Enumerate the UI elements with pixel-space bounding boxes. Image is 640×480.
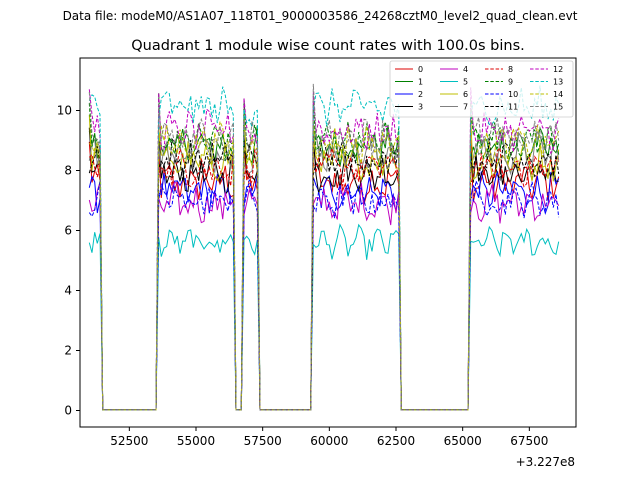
legend-label-0: 0	[418, 65, 423, 74]
legend-label-14: 14	[553, 90, 563, 99]
y-tick-label-4: 8	[64, 164, 72, 178]
legend-label-3: 3	[418, 103, 423, 112]
legend-label-4: 4	[463, 65, 468, 74]
plot-frame	[79, 57, 577, 428]
x-offset-label: +3.227e8	[516, 455, 575, 469]
y-tick-label-1: 2	[64, 344, 72, 358]
legend-label-1: 1	[418, 78, 423, 87]
series-15-line	[88, 83, 560, 411]
series-2-line	[88, 171, 560, 411]
chart-title: Quadrant 1 module wise count rates with …	[131, 38, 525, 54]
series-8-line	[88, 146, 560, 411]
x-tick-label-0: 52500	[110, 434, 148, 448]
x-tick-label-1: 55000	[177, 434, 215, 448]
x-tick-label-2: 57500	[244, 434, 282, 448]
y-tick-label-2: 4	[64, 284, 72, 298]
series-3-line	[88, 125, 559, 411]
legend-label-8: 8	[508, 65, 513, 74]
legend-label-12: 12	[553, 65, 563, 74]
legend-label-10: 10	[508, 90, 518, 99]
series-14-line	[88, 119, 560, 411]
plot-series	[88, 83, 560, 411]
series-4-line	[88, 181, 560, 411]
legend-label-6: 6	[463, 90, 468, 99]
legend-label-11: 11	[508, 103, 518, 112]
y-tick-label-3: 6	[64, 224, 72, 238]
series-12-line	[88, 87, 560, 411]
y-tick-label-0: 0	[64, 404, 72, 418]
legend-label-2: 2	[418, 90, 423, 99]
legend-label-7: 7	[463, 103, 468, 112]
series-11-line	[88, 137, 560, 411]
x-tick-label-4: 62500	[377, 434, 415, 448]
series-7-line	[88, 130, 560, 411]
y-tick-label-5: 10	[57, 104, 72, 118]
x-tick-label-3: 60000	[310, 434, 348, 448]
legend-label-5: 5	[463, 78, 468, 87]
legend-label-13: 13	[553, 78, 563, 87]
series-5-line	[88, 223, 560, 411]
chart-suptitle: Data file: modeM0/AS1A07_118T01_90000035…	[63, 9, 578, 23]
legend-label-9: 9	[508, 78, 513, 87]
x-tick-label-5: 65000	[444, 434, 482, 448]
y-axis: 0 2 4 6 8 10	[57, 104, 80, 418]
x-tick-label-6: 67500	[510, 434, 548, 448]
legend-label-15: 15	[553, 103, 563, 112]
x-axis: 52500 55000 57500 60000 62500 65000 67500	[110, 427, 548, 448]
series-9-line	[88, 93, 560, 411]
legend-frame	[389, 60, 574, 118]
